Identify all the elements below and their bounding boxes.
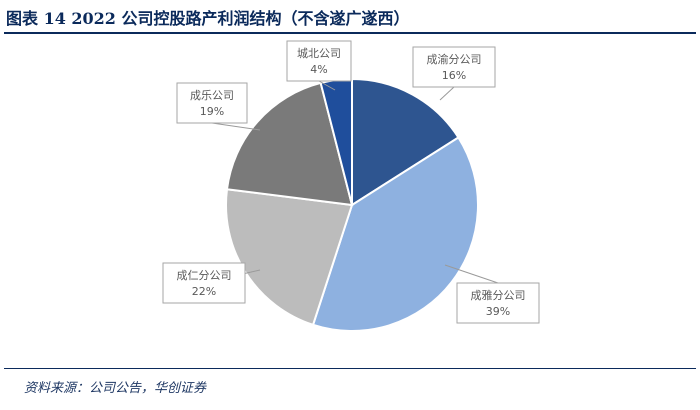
pie-slice <box>351 77 460 207</box>
slice-value-label: 39% <box>486 305 510 318</box>
slice-value-label: 19% <box>200 105 224 118</box>
callout-box <box>412 46 496 88</box>
title-divider <box>4 32 696 34</box>
pie-slice <box>311 136 479 332</box>
callout-leader-line <box>439 86 455 101</box>
pie-slice <box>225 188 354 327</box>
pie-slices <box>225 77 479 332</box>
slice-category-label: 成雅分公司 <box>471 288 526 302</box>
callout-box <box>176 82 248 124</box>
slice-value-label: 16% <box>442 69 466 82</box>
callout-leader-line <box>444 264 499 284</box>
pie-slice <box>225 81 354 207</box>
callout-leader-line <box>211 122 261 131</box>
slice-value-label: 4% <box>310 63 327 76</box>
footer-divider <box>4 368 696 369</box>
slice-category-label: 城北公司 <box>297 47 341 60</box>
callout-leader-line <box>318 80 336 91</box>
source-note: 资料来源：公司公告，华创证券 <box>24 381 207 396</box>
slice-category-label: 成渝分公司 <box>427 52 482 66</box>
slice-value-label: 22% <box>192 285 216 298</box>
figure-title: 图表 14 2022 公司控股路产利润结构（不含遂广遂西） <box>6 9 410 28</box>
slice-category-label: 成乐公司 <box>190 89 234 102</box>
slice-category-label: 成仁分公司 <box>177 269 232 282</box>
callout-box <box>456 282 540 324</box>
callout-labels: 成渝分公司 16% 成雅分公司 39% 成仁分公司 22% 成乐公司 19% 城北公司 4% <box>162 40 540 324</box>
callout-box <box>286 40 352 82</box>
callout-box <box>162 262 246 304</box>
